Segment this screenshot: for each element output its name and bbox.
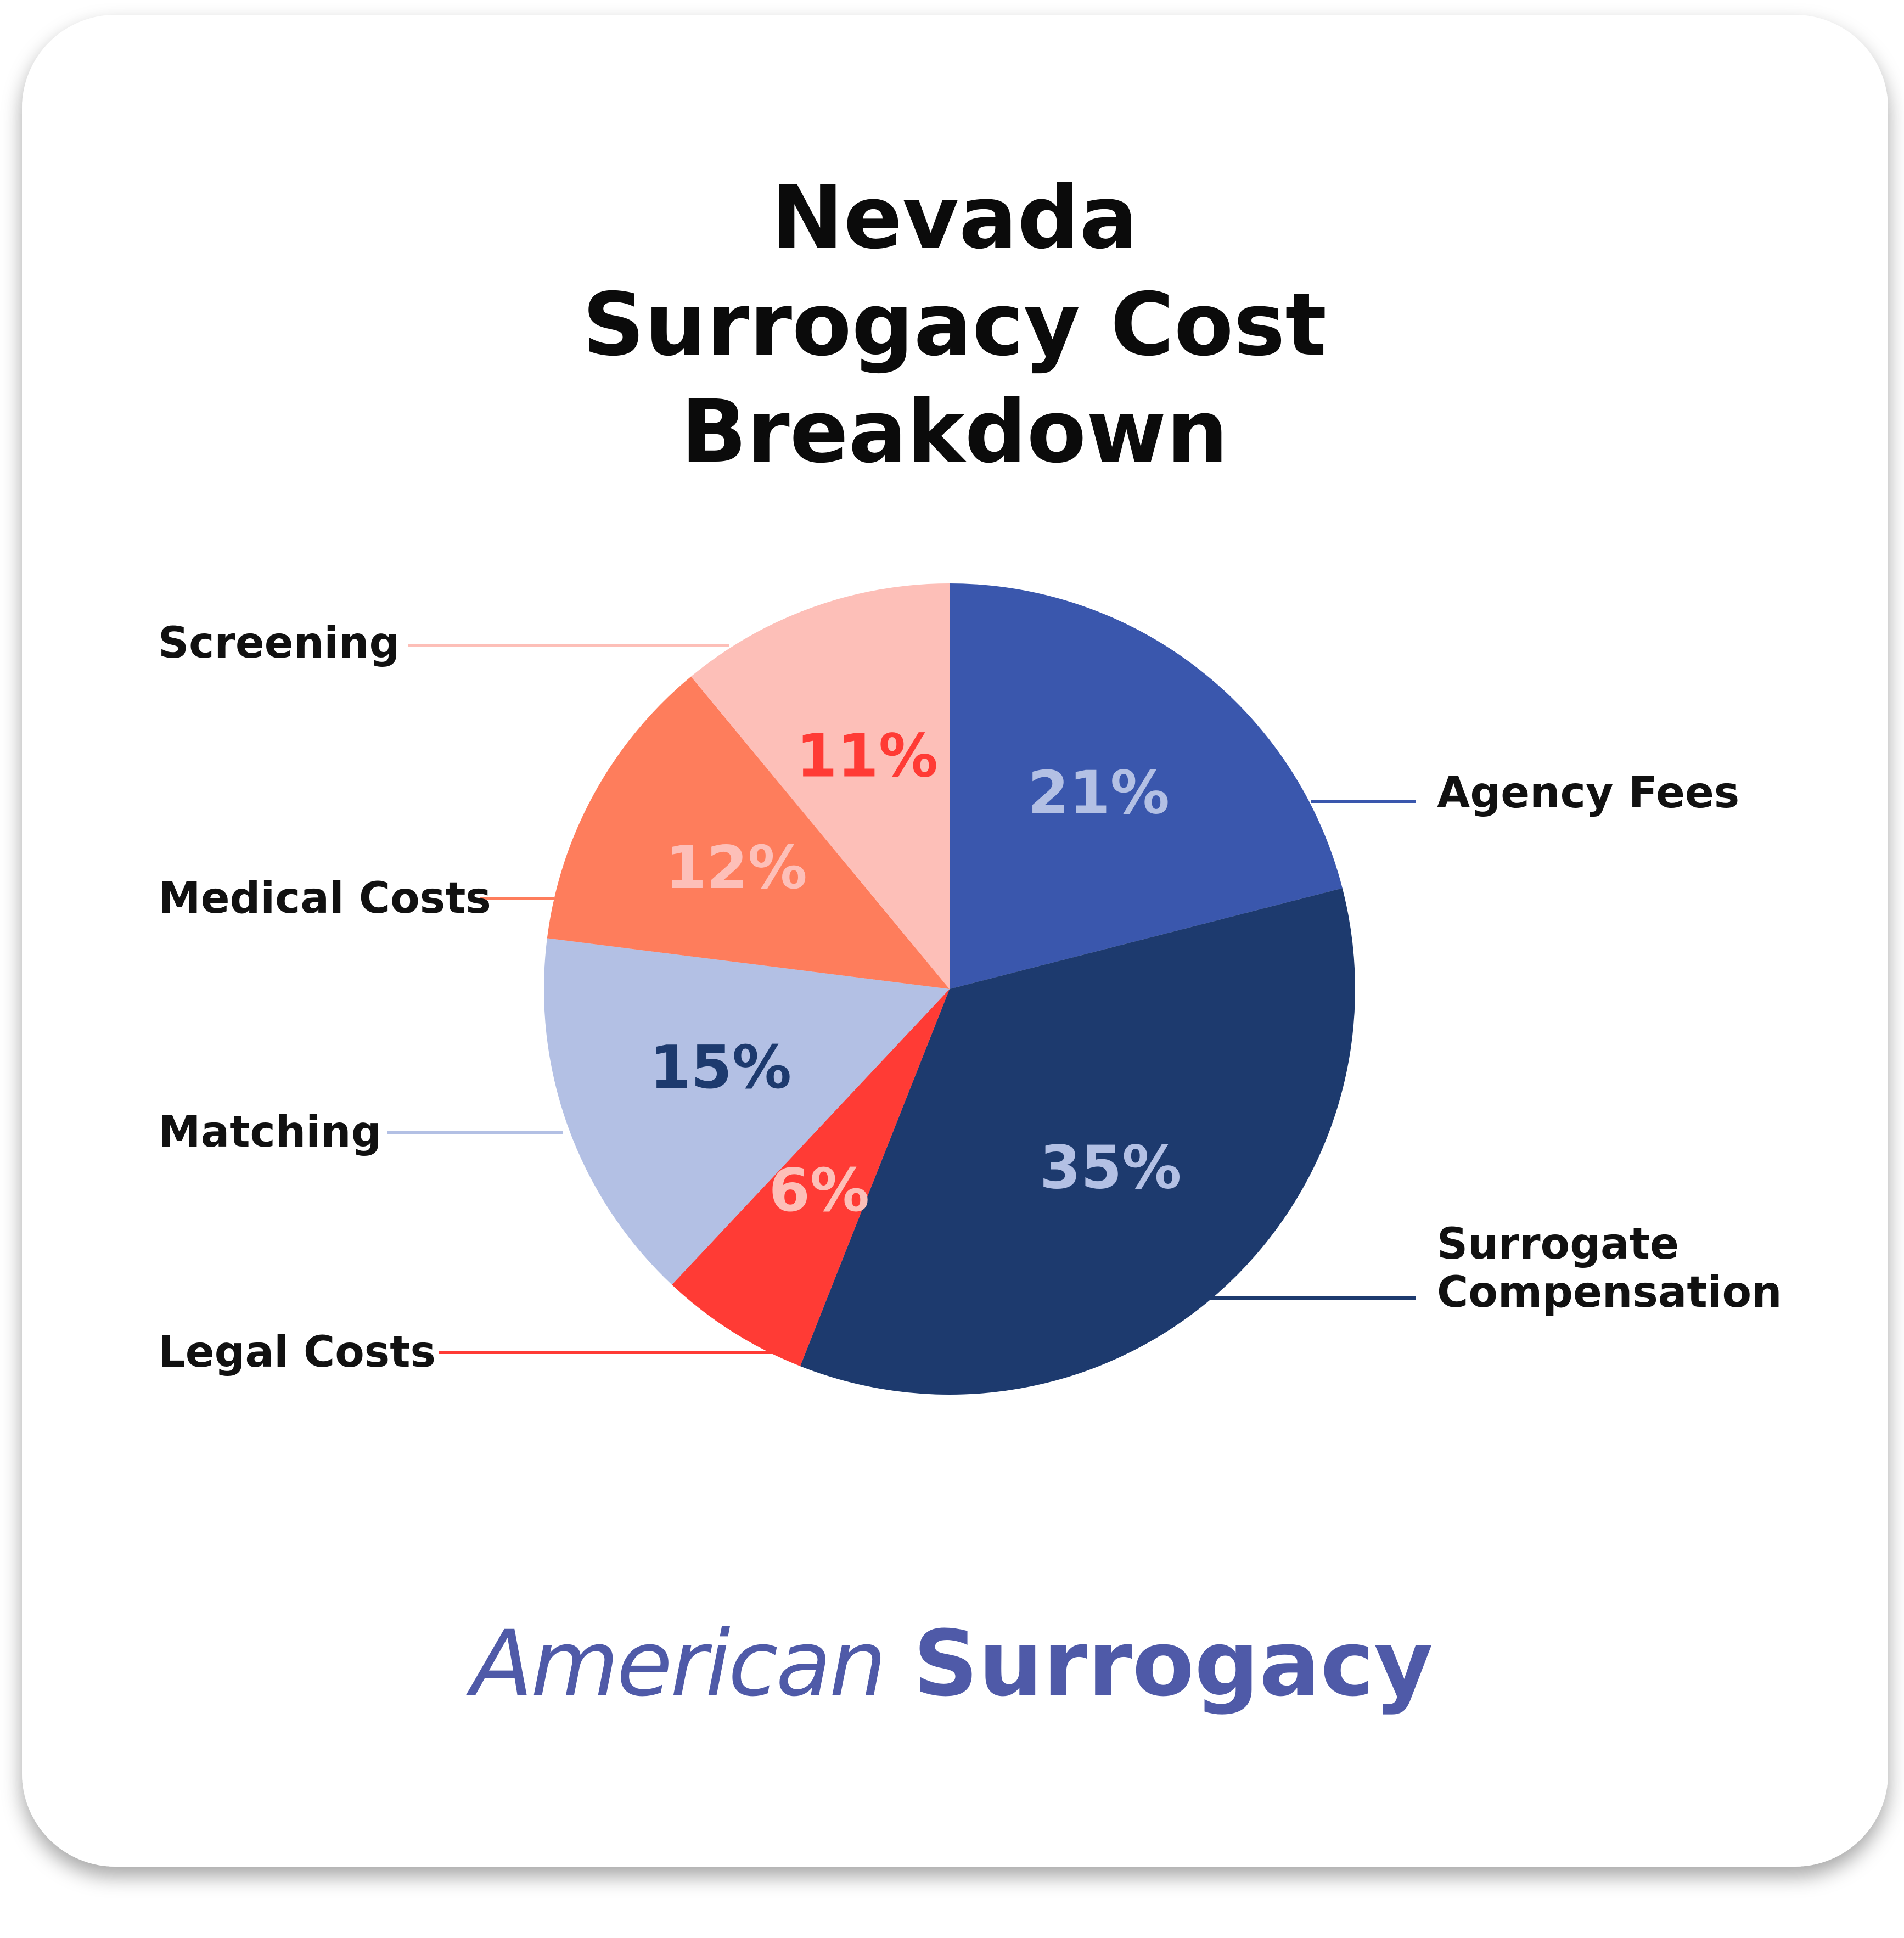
pie-slice <box>800 888 1355 1395</box>
logo-second: Surrogacy <box>913 1611 1433 1716</box>
pie-slice <box>672 989 950 1367</box>
pie-slice <box>544 938 950 1285</box>
legend-label: Medical Costs <box>158 874 491 923</box>
legend-label: Legal Costs <box>158 1328 436 1377</box>
value-label: 35% <box>1040 1133 1182 1202</box>
value-label: 15% <box>650 1033 792 1102</box>
value-label: 6% <box>769 1156 869 1225</box>
value-label: 21% <box>1028 759 1170 827</box>
pie-slice <box>547 676 950 989</box>
value-label: 11% <box>796 722 939 791</box>
chart-title: Nevada Surrogacy Cost Breakdown <box>582 167 1327 482</box>
legend-label: Surrogate Compensation <box>1437 1220 1782 1317</box>
value-label: 12% <box>665 834 807 902</box>
legend-label: Matching <box>158 1108 382 1157</box>
logo: American Surrogacy <box>0 1611 1904 1716</box>
logo-first: American <box>471 1611 886 1716</box>
legend-label: Screening <box>158 619 400 668</box>
pie-slice <box>690 583 950 989</box>
legend-label: Agency Fees <box>1437 768 1740 818</box>
pie-slice <box>950 583 1343 989</box>
